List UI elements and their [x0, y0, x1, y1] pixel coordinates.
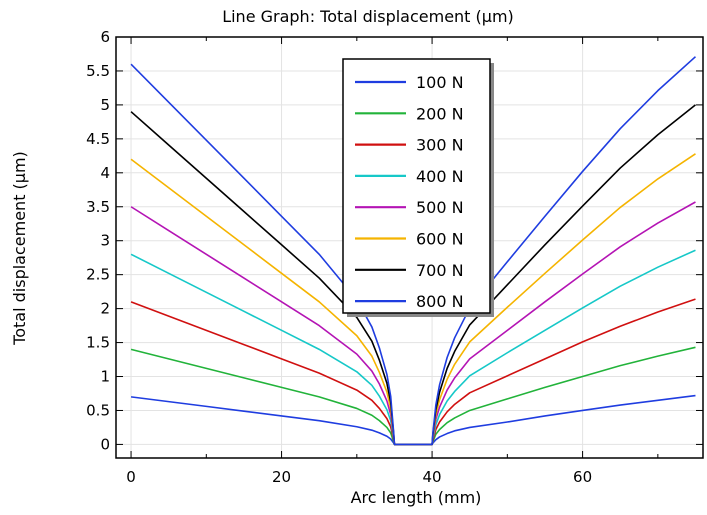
x-tick-label: 60 [573, 468, 592, 486]
series-line-3 [130, 298, 696, 446]
y-tick-label: 0.5 [86, 401, 110, 419]
legend-label: 200 N [416, 104, 464, 123]
y-tick-label: 2 [100, 300, 110, 318]
x-axis-title: Arc length (mm) [351, 488, 482, 507]
series-layer [130, 56, 697, 446]
y-tick-label: 4.5 [86, 130, 110, 148]
y-axis-title: Total displacement (µm) [10, 151, 29, 346]
y-tick-label: 3.5 [86, 198, 110, 216]
y-tick-label: 6 [100, 28, 110, 46]
y-tick-label: 3 [100, 232, 110, 250]
y-tick-label: 5.5 [86, 62, 110, 80]
plot-frame [115, 36, 704, 459]
legend-label: 600 N [416, 230, 464, 249]
chart-title: Line Graph: Total displacement (µm) [222, 7, 514, 26]
legend-label: 400 N [416, 167, 464, 186]
y-tick-label: 1.5 [86, 334, 110, 352]
legend-label: 800 N [416, 292, 464, 311]
legend-label: 100 N [416, 73, 464, 92]
x-tick-label: 0 [126, 468, 136, 486]
legend-label: 700 N [416, 261, 464, 280]
x-tick-label: 20 [272, 468, 291, 486]
series-line-1 [130, 394, 696, 446]
series-line-2 [130, 346, 696, 446]
series-line-8 [130, 56, 697, 446]
x-tick-label: 40 [423, 468, 442, 486]
legend: 100 N 200 N 300 N 400 N 500 N 600 N 700 N 800 N [342, 58, 494, 317]
y-tick-label: 2.5 [86, 266, 110, 284]
y-tick-label: 5 [100, 96, 110, 114]
legend-label: 500 N [416, 198, 464, 217]
y-tick-label: 1 [100, 368, 110, 386]
y-tick-label: 0 [100, 435, 110, 453]
legend-label: 300 N [416, 136, 464, 155]
y-tick-label: 4 [100, 164, 110, 182]
axes: 0 20 40 60 0 0.5 1 1.5 2 2.5 3 3.5 4 4.5 5 5.5 6 [86, 28, 703, 486]
